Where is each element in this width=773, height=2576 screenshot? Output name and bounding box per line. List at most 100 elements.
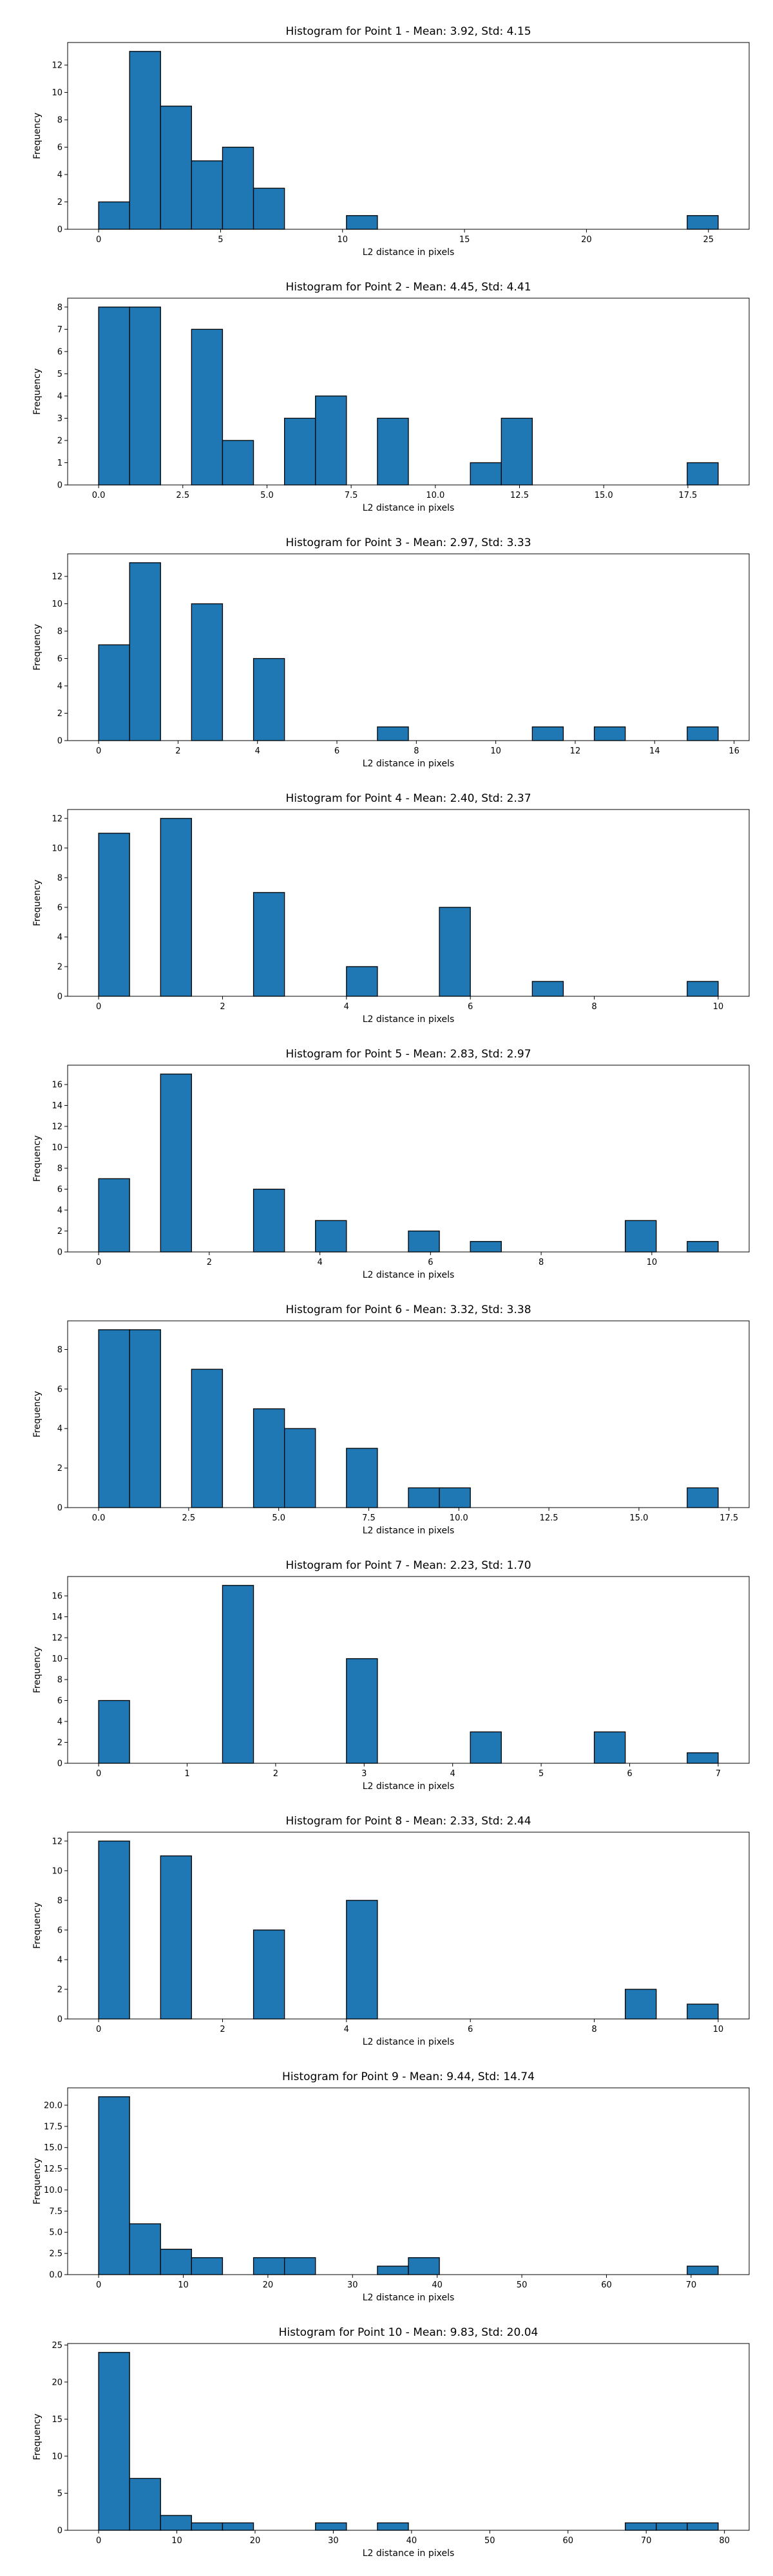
y-tick-label: 10.0 [44, 2186, 62, 2195]
chart-title: Histogram for Point 5 - Mean: 2.83, Std:… [285, 1048, 531, 1061]
y-tick-label: 16 [52, 1592, 62, 1602]
y-tick-label: 2 [57, 709, 62, 719]
chart-title: Histogram for Point 8 - Mean: 2.33, Std:… [285, 1815, 531, 1828]
y-axis-label: Frequency [32, 2158, 43, 2204]
x-axis-label: L2 distance in pixels [363, 1270, 455, 1280]
y-tick-label: 4 [57, 1425, 62, 1434]
plot-frame [67, 298, 750, 486]
x-tick-label: 2.5 [182, 1513, 196, 1523]
y-tick-label: 10 [52, 1866, 62, 1876]
y-tick-label: 4 [57, 1718, 62, 1727]
y-tick-label: 12 [52, 1122, 62, 1132]
y-tick-label: 0 [57, 2526, 62, 2536]
y-axis-label: Frequency [32, 880, 43, 926]
histogram-panel-4: Histogram for Point 4 - Mean: 2.40, Std:… [32, 792, 750, 1025]
y-axis-label: Frequency [32, 368, 43, 415]
y-tick-label: 0 [57, 225, 62, 235]
x-tick-label: 8 [539, 1258, 544, 1267]
x-tick-label: 12.5 [540, 1513, 558, 1523]
histogram-bar [531, 981, 564, 997]
x-tick-label: 5.0 [272, 1513, 285, 1523]
histogram-bar [129, 2223, 161, 2275]
histogram-bar [98, 644, 130, 741]
histogram-bar [377, 2266, 409, 2275]
y-tick-label: 5.0 [49, 2228, 62, 2238]
histogram-bar [191, 2522, 224, 2531]
x-tick-label: 4 [317, 1258, 322, 1267]
y-tick-label: 6 [57, 347, 62, 357]
x-tick-label: 15 [459, 235, 470, 245]
x-axis-label: L2 distance in pixels [363, 503, 455, 513]
histogram-bar [160, 2515, 193, 2531]
plot-frame [67, 2343, 750, 2531]
x-tick-label: 10 [490, 746, 501, 756]
x-tick-label: 6 [334, 746, 339, 756]
histogram-bar [408, 2257, 440, 2275]
y-tick-label: 7 [57, 325, 62, 335]
plot-frame [67, 1320, 750, 1508]
plot-frame [67, 1832, 750, 2020]
plot-frame [67, 1576, 750, 1764]
x-tick-label: 7.5 [362, 1513, 376, 1523]
histogram-bar [439, 1487, 471, 1508]
x-tick-label: 20 [581, 235, 592, 245]
y-tick-label: 10 [52, 1654, 62, 1664]
y-tick-label: 0 [57, 2015, 62, 2025]
histogram-bar [315, 2522, 347, 2531]
histogram-bar [593, 726, 626, 741]
y-tick-label: 2 [57, 1985, 62, 1994]
x-axis-label: L2 distance in pixels [363, 247, 455, 258]
histogram-bar [160, 818, 193, 997]
x-tick-label: 10 [713, 2025, 724, 2034]
y-tick-label: 0 [57, 737, 62, 746]
y-tick-label: 6 [57, 654, 62, 664]
histogram-bar [253, 1929, 285, 2020]
histogram-bar [408, 1487, 440, 1508]
histogram-panel-7: Histogram for Point 7 - Mean: 2.23, Std:… [32, 1559, 750, 1792]
x-axis-label: L2 distance in pixels [363, 759, 455, 769]
histogram-bar [160, 1855, 193, 2020]
x-tick-label: 7 [716, 1769, 721, 1779]
histogram-bar [129, 307, 161, 486]
histogram-bar [253, 892, 285, 997]
x-tick-label: 2 [220, 2025, 225, 2034]
histogram-bar [687, 2522, 719, 2531]
y-tick-label: 12 [52, 814, 62, 824]
y-tick-label: 10 [52, 1143, 62, 1153]
x-tick-label: 70 [686, 2280, 697, 2290]
x-tick-label: 17.5 [720, 1513, 738, 1523]
y-tick-label: 3 [57, 414, 62, 424]
x-tick-label: 80 [719, 2536, 730, 2546]
histogram-bar [687, 462, 719, 486]
y-tick-label: 0 [57, 1759, 62, 1769]
histogram-bar [687, 981, 719, 997]
histogram-panel-1: Histogram for Point 1 - Mean: 3.92, Std:… [32, 25, 750, 258]
histogram-bar [687, 1487, 719, 1508]
x-tick-label: 0 [96, 746, 101, 756]
x-tick-label: 6 [627, 1769, 632, 1779]
x-tick-label: 6 [428, 1258, 433, 1267]
histogram-bar [624, 1220, 657, 1253]
x-tick-label: 2.5 [176, 491, 189, 500]
x-tick-label: 15.0 [629, 1513, 648, 1523]
y-tick-label: 4 [57, 682, 62, 692]
histogram-panel-9: Histogram for Point 9 - Mean: 9.44, Std:… [32, 2070, 750, 2303]
histogram-bar [346, 966, 378, 997]
x-tick-label: 25 [703, 235, 714, 245]
y-tick-label: 0 [57, 1504, 62, 1513]
histogram-bar [687, 2003, 719, 2020]
y-tick-label: 2 [57, 1738, 62, 1748]
histogram-bar [160, 106, 193, 230]
histogram-bar [98, 2096, 130, 2275]
histogram-bar [377, 726, 409, 741]
y-tick-label: 10 [52, 844, 62, 853]
y-axis-label: Frequency [32, 113, 43, 159]
histogram-bar [687, 215, 719, 230]
histogram-bar [346, 1900, 378, 2020]
histogram-bar [656, 2522, 688, 2531]
x-tick-label: 60 [601, 2280, 612, 2290]
histogram-bar [129, 562, 161, 741]
x-tick-label: 40 [432, 2280, 443, 2290]
histogram-bar [470, 462, 502, 486]
histogram-panel-10: Histogram for Point 10 - Mean: 9.83, Std… [32, 2326, 750, 2559]
